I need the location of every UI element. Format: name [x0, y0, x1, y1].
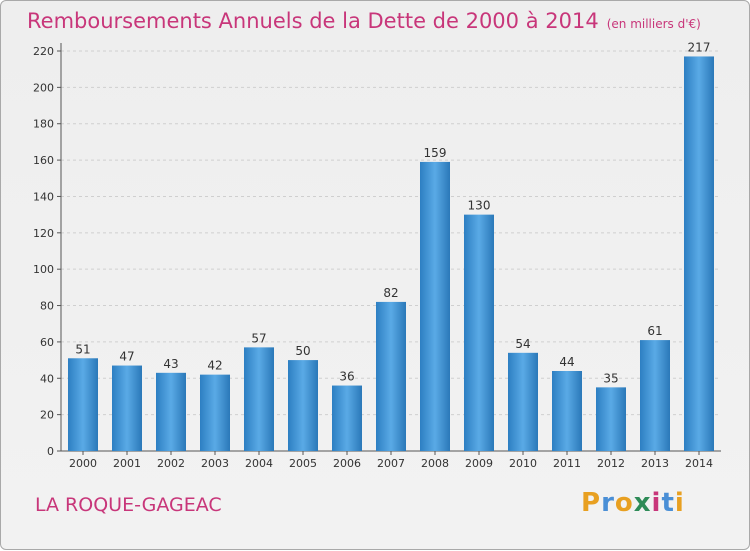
bar: [552, 371, 582, 451]
bar: [68, 358, 98, 451]
unit-label: (en milliers d'€): [606, 17, 701, 31]
x-tick-label: 2001: [113, 457, 141, 470]
bar-value-label: 61: [647, 324, 662, 338]
logo-letter: P: [581, 488, 602, 518]
x-tick-label: 2011: [553, 457, 581, 470]
x-tick-label: 2000: [69, 457, 97, 470]
x-tick-label: 2010: [509, 457, 537, 470]
bar: [376, 301, 406, 451]
logo-letter: i: [651, 488, 662, 518]
x-tick-label: 2004: [245, 457, 273, 470]
commune-name: LA ROQUE-GAGEAC: [35, 494, 222, 516]
bar: [112, 365, 142, 451]
y-tick-label: 40: [40, 372, 54, 385]
logo-letter: t: [661, 488, 675, 518]
bar: [288, 360, 318, 451]
bar-value-label: 82: [383, 286, 398, 300]
y-tick-label: 80: [40, 300, 54, 313]
bar: [156, 372, 186, 451]
proxiti-logo: Proxiti: [581, 488, 685, 518]
chart-title-text: Remboursements Annuels de la Dette de 20…: [27, 9, 599, 33]
logo-letter: r: [601, 488, 615, 518]
bar: [508, 352, 538, 451]
x-tick-label: 2002: [157, 457, 185, 470]
bar: [596, 387, 626, 451]
bar-value-label: 36: [339, 370, 354, 384]
bar-value-label: 57: [251, 331, 266, 345]
x-tick-label: 2006: [333, 457, 361, 470]
x-tick-label: 2009: [465, 457, 493, 470]
bar: [640, 340, 670, 451]
bar-value-label: 159: [424, 146, 447, 160]
y-tick-label: 100: [33, 263, 54, 276]
y-tick-label: 120: [33, 227, 54, 240]
x-tick-label: 2007: [377, 457, 405, 470]
y-tick-label: 220: [33, 45, 54, 58]
x-tick-label: 2013: [641, 457, 669, 470]
bar-value-label: 130: [468, 199, 491, 213]
bar-value-label: 47: [119, 350, 134, 364]
bar-value-label: 51: [75, 342, 90, 356]
bar: [684, 56, 714, 452]
chart-title: Remboursements Annuels de la Dette de 20…: [27, 9, 701, 33]
bar-value-label: 217: [688, 40, 711, 54]
x-tick-label: 2003: [201, 457, 229, 470]
bar-value-label: 50: [295, 344, 310, 358]
logo-letter: o: [614, 488, 634, 518]
bar: [464, 214, 494, 451]
y-tick-label: 0: [47, 445, 54, 458]
y-tick-label: 60: [40, 336, 54, 349]
y-tick-label: 20: [40, 409, 54, 422]
bars: 51 47 43 42 57 50 36 82 159 130 54 44 35 61 217: [68, 40, 714, 452]
y-tick-label: 200: [33, 81, 54, 94]
bar: [244, 347, 274, 451]
x-tick-label: 2014: [685, 457, 713, 470]
x-tick-label: 2005: [289, 457, 317, 470]
bar-value-label: 35: [603, 371, 618, 385]
logo-letter: i: [674, 488, 685, 518]
bar: [200, 374, 230, 451]
y-tick-label: 180: [33, 118, 54, 131]
y-tick-label: 140: [33, 190, 54, 203]
bar-value-label: 43: [163, 357, 178, 371]
bar: [332, 385, 362, 451]
bar: [420, 161, 450, 451]
bar-value-label: 42: [207, 359, 222, 373]
bar-value-label: 44: [559, 355, 574, 369]
bar-value-label: 54: [515, 337, 530, 351]
x-tick-label: 2012: [597, 457, 625, 470]
y-tick-label: 160: [33, 154, 54, 167]
logo-letter: x: [633, 488, 652, 518]
x-tick-label: 2008: [421, 457, 449, 470]
